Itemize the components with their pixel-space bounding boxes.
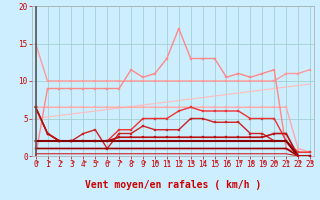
X-axis label: Vent moyen/en rafales ( km/h ): Vent moyen/en rafales ( km/h ) — [85, 180, 261, 190]
